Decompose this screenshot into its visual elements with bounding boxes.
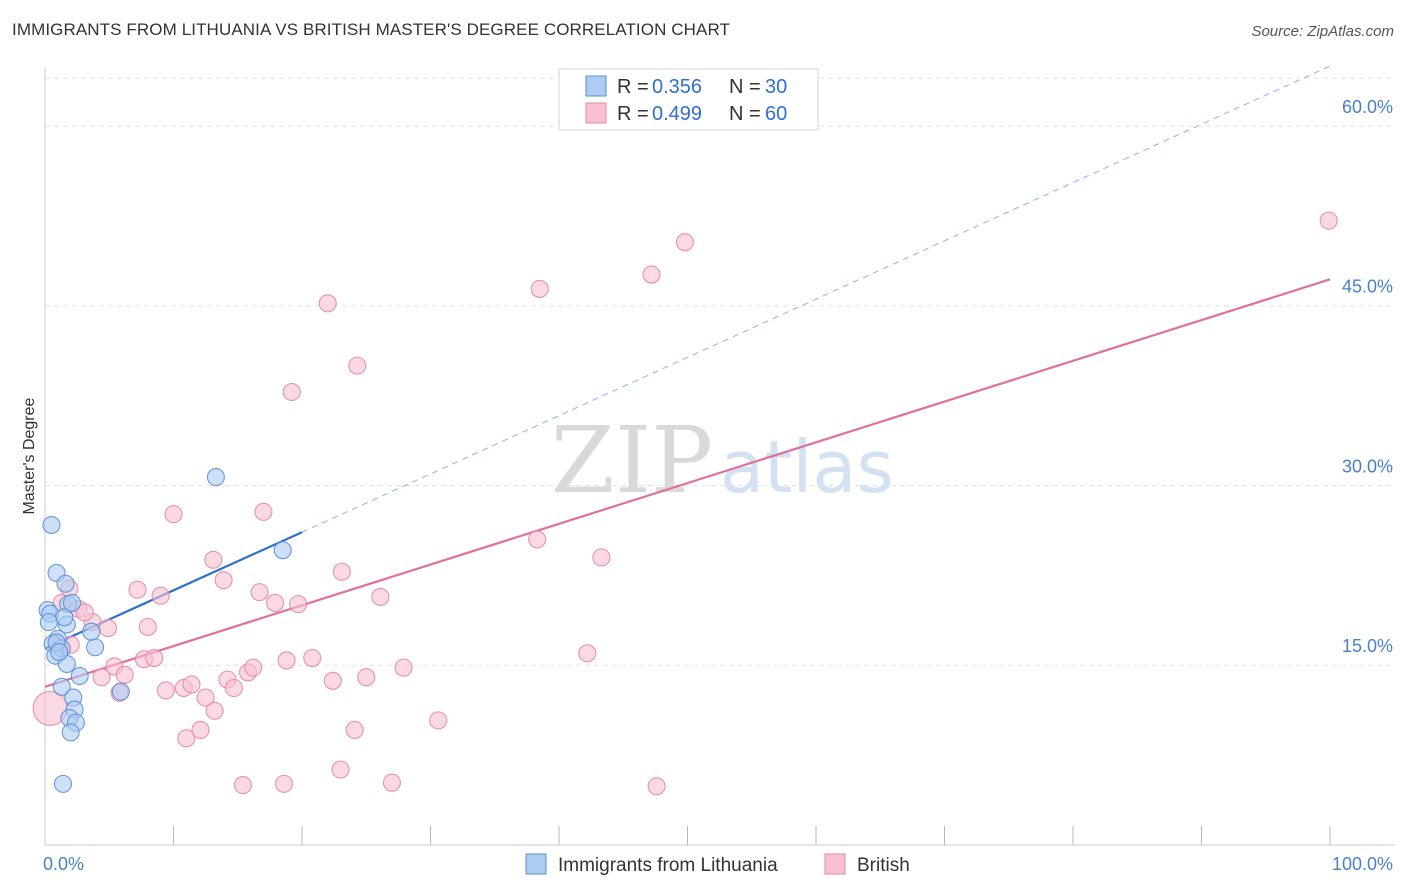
point-british-33 xyxy=(289,595,308,614)
legend-swatch-lithuania xyxy=(585,75,607,97)
point-british-37 xyxy=(331,760,350,779)
point-british-47 xyxy=(530,279,549,298)
point-british-57 xyxy=(75,603,94,622)
point-lithuania-25 xyxy=(50,643,69,662)
bottom-legend: Immigrants from Lithuania British xyxy=(525,853,910,876)
point-british-39 xyxy=(345,720,364,740)
point-lithuania-0 xyxy=(42,515,61,535)
legend-n-label-british: N = xyxy=(729,103,761,125)
point-lithuania-22 xyxy=(206,468,225,487)
point-british-48 xyxy=(578,644,597,663)
point-lithuania-13 xyxy=(70,666,89,686)
point-british-36 xyxy=(323,671,342,690)
point-lithuania-23 xyxy=(273,541,292,560)
y-tick-label-0: 15.0% xyxy=(1342,636,1393,656)
x-tick-label-1: 100.0% xyxy=(1332,854,1393,874)
point-british-32 xyxy=(282,382,301,402)
point-british-29 xyxy=(265,593,285,612)
bottom-legend-swatch-british xyxy=(824,853,846,875)
point-lithuania-26 xyxy=(82,622,101,641)
point-lithuania-20 xyxy=(53,774,73,793)
point-british-34 xyxy=(303,648,322,668)
legend-swatch-british xyxy=(585,102,607,124)
point-british-40 xyxy=(348,356,367,375)
point-british-53 xyxy=(1319,211,1338,230)
point-british-18 xyxy=(196,688,215,707)
point-british-21 xyxy=(214,571,233,590)
watermark: ZIP atlas xyxy=(551,407,894,514)
y-axis-label: Master's Degree xyxy=(21,397,38,514)
top-legend: R = 0.356 N = 30 R = 0.499 N = 60 xyxy=(558,68,819,131)
point-british-20 xyxy=(204,550,223,569)
watermark-atlas: atlas xyxy=(720,425,894,509)
point-british-31 xyxy=(277,651,296,670)
legend-n-label-lithuania: N = xyxy=(729,76,761,98)
points-layer xyxy=(32,211,1338,796)
point-british-10 xyxy=(151,586,170,605)
point-lithuania-14 xyxy=(52,677,71,696)
point-british-23 xyxy=(224,678,243,698)
chart-source: Source: ZipAtlas.com xyxy=(1251,23,1394,40)
legend-r-label-british: R = xyxy=(617,103,649,125)
point-lithuania-21 xyxy=(111,682,130,701)
bottom-legend-label-british: British xyxy=(857,855,910,876)
legend-n-value-lithuania: 30 xyxy=(765,76,787,98)
point-british-28 xyxy=(254,502,273,521)
y-tick-label-3: 60.0% xyxy=(1342,97,1393,117)
trend-layer xyxy=(44,65,1331,688)
point-lithuania-29 xyxy=(62,593,82,612)
point-british-17 xyxy=(191,720,210,740)
chart-title: IMMIGRANTS FROM LITHUANIA VS BRITISH MAS… xyxy=(12,20,731,39)
point-british-8 xyxy=(128,580,147,599)
point-lithuania-2 xyxy=(56,574,75,593)
point-british-56 xyxy=(115,665,134,684)
point-british-13 xyxy=(156,681,175,700)
point-british-55 xyxy=(164,505,183,524)
point-british-9 xyxy=(138,617,157,636)
point-lithuania-28 xyxy=(39,613,58,632)
point-british-38 xyxy=(332,562,351,581)
point-british-45 xyxy=(429,711,448,730)
point-british-42 xyxy=(371,587,390,606)
point-british-30 xyxy=(274,774,294,793)
point-british-43 xyxy=(382,773,402,792)
watermark-zip: ZIP xyxy=(551,407,713,514)
point-british-50 xyxy=(642,265,661,284)
point-british-46 xyxy=(528,530,547,549)
legend-n-value-british: 60 xyxy=(765,103,787,125)
point-british-12 xyxy=(145,648,164,668)
point-british-16 xyxy=(182,675,201,694)
point-british-35 xyxy=(318,294,337,313)
point-british-49 xyxy=(592,548,611,567)
y-tick-label-1: 30.0% xyxy=(1342,456,1393,476)
point-british-41 xyxy=(357,668,376,687)
legend-r-value-british: 0.499 xyxy=(652,103,702,125)
point-british-15 xyxy=(177,729,196,748)
tick-label-layer: 15.0% 30.0% 45.0% 60.0% 0.0% 100.0% xyxy=(43,97,1393,874)
point-british-26 xyxy=(244,658,263,677)
x-tick-label-0: 0.0% xyxy=(43,854,84,874)
point-british-51 xyxy=(647,777,666,796)
trend-line-british xyxy=(44,278,1331,688)
point-british-52 xyxy=(675,233,694,252)
point-british-44 xyxy=(394,658,413,677)
legend-r-label-lithuania: R = xyxy=(617,76,649,98)
legend-r-value-lithuania: 0.356 xyxy=(652,76,702,98)
trend-line-lithuania-extension xyxy=(301,65,1331,533)
point-british-19 xyxy=(205,701,224,720)
point-british-6 xyxy=(98,619,118,638)
point-british-59 xyxy=(92,668,111,687)
y-tick-label-2: 45.0% xyxy=(1342,277,1393,297)
point-british-27 xyxy=(250,583,269,602)
point-british-24 xyxy=(233,776,252,795)
bottom-legend-label-lithuania: Immigrants from Lithuania xyxy=(558,855,778,876)
point-lithuania-12 xyxy=(86,638,105,657)
bottom-legend-swatch-lithuania xyxy=(525,853,547,875)
point-lithuania-19 xyxy=(61,723,80,742)
grid-layer xyxy=(45,77,1395,666)
